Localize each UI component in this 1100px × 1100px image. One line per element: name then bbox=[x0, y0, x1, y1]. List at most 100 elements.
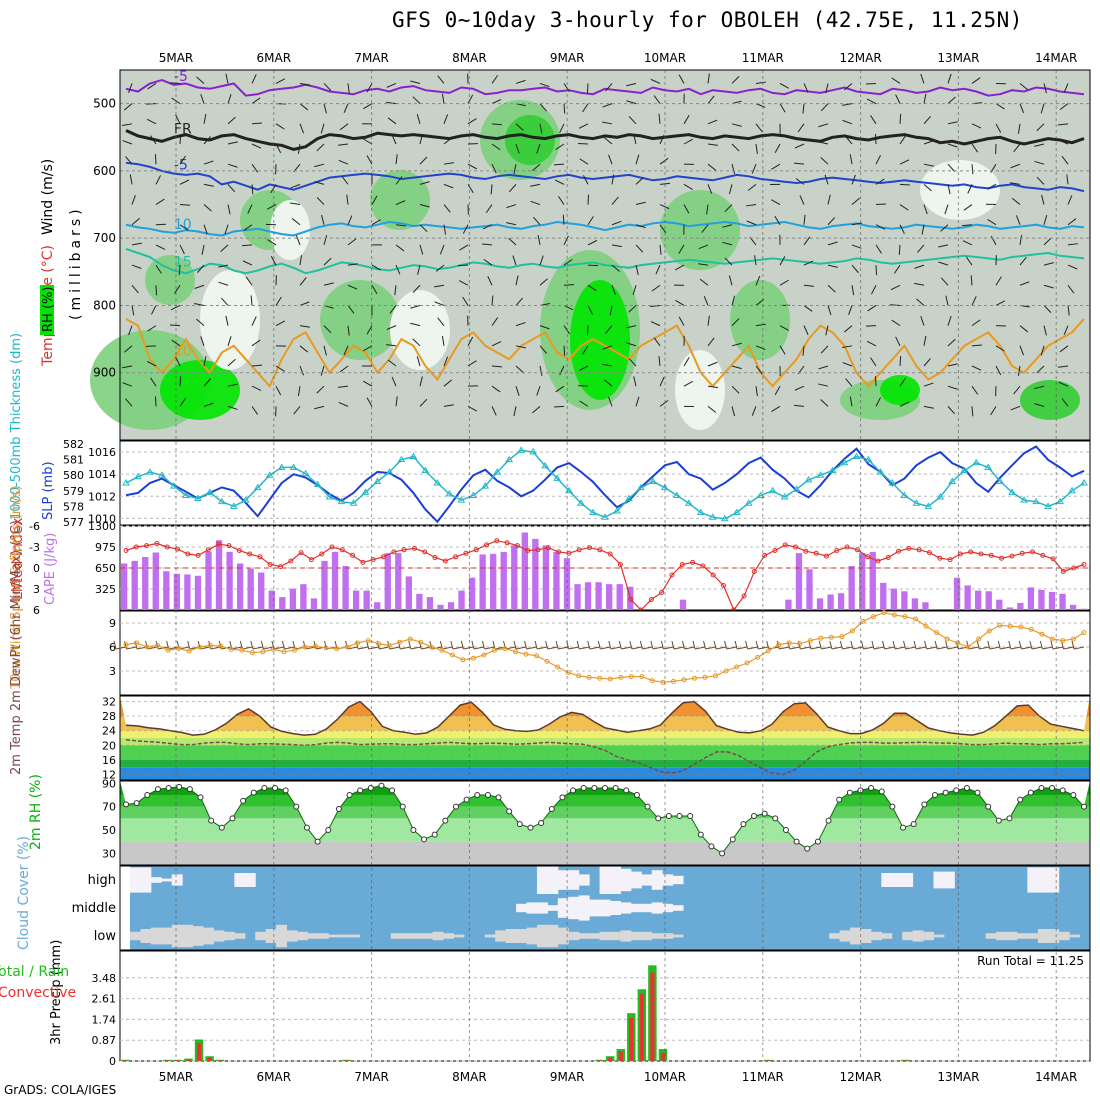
y-tick-label: 600 bbox=[93, 164, 116, 178]
wind-barb bbox=[250, 295, 253, 306]
wind-barb bbox=[863, 646, 874, 650]
cloud-cell bbox=[589, 933, 601, 939]
wind-barb bbox=[491, 98, 502, 105]
rh-marker bbox=[367, 785, 374, 791]
thickness-marker bbox=[816, 471, 825, 478]
rh-tick-label: 90 bbox=[102, 777, 116, 790]
wind-barb bbox=[1058, 139, 1069, 145]
wind-speed-marker bbox=[965, 644, 971, 650]
wind-barb bbox=[989, 646, 1000, 650]
thickness-marker bbox=[780, 493, 789, 500]
wind-barb bbox=[874, 133, 877, 145]
wind-speed-marker bbox=[218, 643, 224, 649]
wind-barb bbox=[218, 281, 229, 286]
rh-marker bbox=[389, 787, 396, 794]
cloud-cell bbox=[568, 870, 580, 890]
wind-speed-marker bbox=[365, 638, 371, 644]
rh-marker bbox=[740, 821, 747, 828]
rh-marker bbox=[719, 850, 726, 857]
wind-barb-flag bbox=[818, 640, 822, 650]
wind-barb bbox=[419, 244, 424, 255]
wind-barb bbox=[751, 163, 757, 174]
wind-speed-marker bbox=[386, 642, 392, 648]
lifted-index-marker bbox=[525, 548, 531, 553]
wind-barb bbox=[995, 276, 1002, 286]
wind-speed-marker bbox=[913, 616, 919, 622]
wind-barb bbox=[923, 183, 932, 192]
wind-barb bbox=[410, 322, 421, 327]
wind-barb bbox=[683, 380, 693, 387]
wind-barb bbox=[635, 201, 646, 206]
thickness-marker bbox=[1032, 497, 1040, 505]
wind-barb bbox=[536, 143, 541, 154]
wind-barb bbox=[154, 154, 157, 165]
wind-speed-marker bbox=[155, 642, 161, 648]
wind-barb bbox=[610, 646, 621, 650]
cloud-cell bbox=[192, 926, 204, 946]
date-label-bottom: 9MAR bbox=[550, 1070, 585, 1084]
thickness-marker bbox=[637, 483, 645, 491]
rh-tick-label: 30 bbox=[102, 847, 116, 860]
wind-barb bbox=[1067, 195, 1073, 205]
rh-marker bbox=[240, 797, 247, 804]
wind-barb bbox=[1034, 160, 1045, 165]
wind-speed-marker bbox=[312, 643, 318, 649]
rh-marker bbox=[697, 831, 704, 838]
rh-marker bbox=[591, 785, 598, 791]
wind-barb bbox=[200, 336, 205, 346]
wind-barb bbox=[299, 345, 309, 353]
wind-barb bbox=[1043, 83, 1047, 94]
contour-line bbox=[125, 247, 1085, 275]
wind-barb bbox=[203, 356, 207, 367]
wind-barb bbox=[539, 103, 547, 112]
thickness-marker bbox=[170, 482, 178, 489]
wind-barb bbox=[916, 298, 925, 306]
cloud-cell bbox=[526, 927, 538, 945]
wind-barb bbox=[779, 646, 790, 650]
wind-barb bbox=[866, 340, 877, 347]
wind-barb bbox=[347, 83, 350, 94]
wind-barb bbox=[731, 164, 736, 174]
wind-barb bbox=[678, 316, 685, 326]
rh-marker bbox=[176, 783, 183, 790]
wind-speed-marker bbox=[681, 677, 687, 683]
wind-barb bbox=[609, 305, 613, 316]
wind-barb bbox=[563, 83, 571, 93]
lifted-index-marker bbox=[968, 549, 974, 555]
wind-speed-marker bbox=[1007, 623, 1013, 629]
wind-barb bbox=[707, 73, 710, 84]
wind-barb bbox=[459, 244, 469, 251]
wind-barb bbox=[731, 406, 736, 417]
date-label-bottom: 5MAR bbox=[159, 1070, 194, 1084]
wind-barb bbox=[611, 220, 622, 226]
thickness-marker bbox=[996, 477, 1005, 484]
wind-barb bbox=[844, 325, 853, 333]
wind-barb-flag bbox=[292, 640, 296, 650]
wind-barb-flag bbox=[1050, 640, 1054, 650]
cloud-cell bbox=[296, 931, 308, 941]
lifted-index-marker bbox=[1009, 553, 1015, 559]
wind-barb bbox=[467, 118, 477, 125]
wind-barb bbox=[731, 342, 742, 347]
wind-barb bbox=[842, 345, 853, 349]
wind-barb bbox=[923, 335, 927, 346]
wind-barb bbox=[795, 178, 805, 185]
cloud-layer-label: high bbox=[88, 873, 116, 888]
rh-region bbox=[880, 375, 920, 405]
wind-barb bbox=[995, 300, 1006, 306]
cape-bar bbox=[890, 588, 897, 610]
wind-barb bbox=[122, 365, 133, 369]
wind-speed-marker bbox=[713, 673, 719, 679]
wind-barb-flag bbox=[903, 640, 907, 650]
lifted-index-marker bbox=[957, 551, 963, 557]
wind-barb bbox=[275, 123, 285, 130]
precip-convective-bar bbox=[650, 972, 655, 1061]
wind-barb bbox=[779, 83, 789, 89]
rh-marker bbox=[644, 803, 651, 810]
wind-barb bbox=[827, 241, 838, 246]
wind-barb bbox=[851, 222, 862, 226]
wind-speed-marker bbox=[376, 641, 382, 647]
date-label-top: 10MAR bbox=[644, 51, 686, 65]
cloud-cell bbox=[881, 873, 893, 887]
cloud-cell bbox=[1027, 933, 1039, 939]
